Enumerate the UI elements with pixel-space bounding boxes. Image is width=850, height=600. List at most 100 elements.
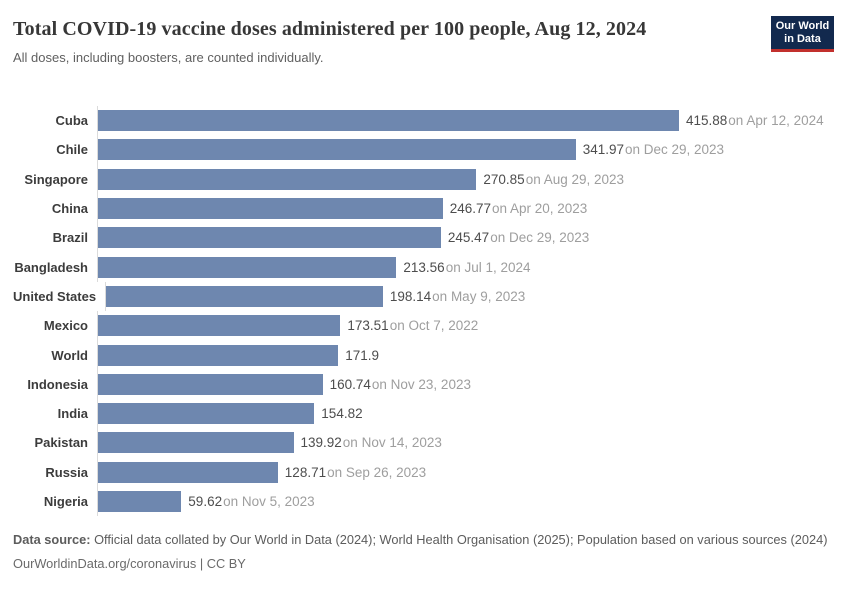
category-label: China — [51, 201, 88, 217]
date-label: on Apr 12, 2024 — [728, 113, 824, 129]
data-source-text: Official data collated by Our World in D… — [90, 532, 828, 547]
bar-value-label: 128.71on Sep 26, 2023 — [285, 465, 426, 480]
bar-track: 341.97on Dec 29, 2023 — [97, 135, 837, 165]
bar-track: 246.77on Apr 20, 2023 — [97, 193, 837, 224]
value-label: 139.92 — [300, 435, 342, 451]
bar-track: 198.14on May 9, 2023 — [105, 281, 837, 312]
bar-track: 245.47on Dec 29, 2023 — [97, 223, 837, 253]
value-label: 160.74 — [329, 376, 371, 392]
bar[interactable] — [98, 344, 339, 366]
category-label: Nigeria — [43, 494, 88, 509]
owid-logo[interactable]: Our World in Data — [771, 16, 834, 52]
bar[interactable] — [106, 285, 383, 307]
chart-row: Mexico 173.51on Oct 7, 2022 — [13, 311, 837, 341]
chart-row: Singapore 270.85on Aug 29, 2023 — [13, 164, 837, 194]
bar-value-label: 171.9 — [345, 348, 379, 363]
chart-footer: Data source: Official data collated by O… — [13, 530, 837, 573]
bar-chart: Cuba 415.88on Apr 12, 2024 Chile 341.97on D… — [13, 106, 837, 517]
data-source-line: Data source: Official data collated by O… — [13, 530, 837, 549]
bar-track: 173.51on Oct 7, 2022 — [97, 311, 837, 341]
bar[interactable] — [98, 315, 341, 337]
bar[interactable] — [98, 491, 182, 512]
chart-rows: Cuba 415.88on Apr 12, 2024 Chile 341.97on D… — [13, 106, 837, 517]
category-label: Russia — [45, 464, 88, 480]
bar[interactable] — [98, 373, 323, 395]
category-label: Bangladesh — [14, 259, 88, 275]
bar-track: 171.9 — [97, 340, 837, 370]
bar-value-label: 245.47on Dec 29, 2023 — [448, 230, 589, 245]
value-label: 171.9 — [345, 347, 379, 363]
chart-row: Indonesia 160.74on Nov 23, 2023 — [13, 369, 837, 399]
category-label: World — [51, 347, 88, 363]
category-label: Indonesia — [27, 376, 88, 392]
category-label: Cuba — [55, 113, 89, 129]
chart-row: India 154.82 — [13, 398, 837, 429]
date-label: on Sep 26, 2023 — [327, 464, 427, 480]
owid-logo-line2: in Data — [784, 33, 821, 45]
date-label: on May 9, 2023 — [432, 288, 526, 304]
chart-row: Brazil 245.47on Dec 29, 2023 — [13, 223, 837, 253]
chart-row: China 246.77on Apr 20, 2023 — [13, 193, 837, 224]
date-label: on Dec 29, 2023 — [624, 142, 725, 158]
bar-track: 213.56on Jul 1, 2024 — [97, 252, 837, 282]
bar-track: 160.74on Nov 23, 2023 — [97, 369, 837, 399]
date-label: on Nov 23, 2023 — [371, 376, 471, 392]
value-label: 59.62 — [188, 494, 223, 509]
bar-track: 139.92on Nov 14, 2023 — [97, 428, 837, 458]
bar[interactable] — [98, 168, 477, 190]
value-label: 173.51 — [347, 318, 389, 334]
category-label: United States — [13, 288, 97, 304]
bar[interactable] — [98, 461, 278, 483]
bar[interactable] — [98, 198, 443, 220]
category-label: Mexico — [43, 318, 88, 334]
value-label: 198.14 — [389, 288, 432, 304]
footer-separator: | — [196, 556, 207, 572]
chart-row: Russia 128.71on Sep 26, 2023 — [13, 457, 837, 487]
date-label: on Aug 29, 2023 — [525, 171, 625, 187]
chart-row: Chile 341.97on Dec 29, 2023 — [13, 135, 837, 165]
value-label: 213.56 — [403, 259, 445, 275]
value-label: 341.97 — [582, 142, 624, 158]
value-label: 154.82 — [321, 406, 363, 422]
owid-logo-line1: Our World — [775, 20, 830, 32]
bar-value-label: 270.85on Aug 29, 2023 — [483, 172, 624, 187]
date-label: on Oct 7, 2022 — [389, 318, 479, 334]
bar[interactable] — [98, 110, 679, 132]
bar-value-label: 139.92on Nov 14, 2023 — [301, 435, 442, 450]
date-label: on Jul 1, 2024 — [445, 259, 531, 275]
chart-row: United States 198.14on May 9, 2023 — [13, 281, 837, 312]
bar-value-label: 415.88on Apr 12, 2024 — [686, 113, 824, 128]
owid-coronavirus-link[interactable]: OurWorldinData.org/coronavirus — [13, 556, 197, 572]
bar[interactable] — [98, 256, 397, 278]
bar-value-label: 246.77on Apr 20, 2023 — [450, 201, 588, 216]
chart-row: Pakistan 139.92on Nov 14, 2023 — [13, 428, 837, 458]
bar-value-label: 160.74on Nov 23, 2023 — [330, 377, 471, 392]
bar[interactable] — [98, 432, 294, 454]
footer-attribution: OurWorldinData.org/coronavirus | CC BY — [13, 554, 837, 573]
date-label: on Nov 5, 2023 — [223, 494, 315, 509]
category-label: India — [57, 406, 88, 422]
bar[interactable] — [98, 139, 576, 161]
value-label: 246.77 — [449, 201, 491, 217]
bar-track: 154.82 — [97, 398, 837, 429]
bar[interactable] — [98, 403, 315, 425]
chart-title: Total COVID-19 vaccine doses administere… — [13, 18, 647, 40]
category-label: Brazil — [52, 230, 88, 246]
chart-row: Cuba 415.88on Apr 12, 2024 — [13, 106, 837, 136]
bar-track: 59.62on Nov 5, 2023 — [97, 486, 837, 517]
date-label: on Dec 29, 2023 — [490, 230, 590, 246]
bar-track: 415.88on Apr 12, 2024 — [97, 106, 837, 136]
category-label: Pakistan — [34, 435, 88, 451]
value-label: 245.47 — [447, 230, 490, 246]
bar-value-label: 154.82 — [321, 406, 362, 421]
bar[interactable] — [98, 227, 441, 249]
bar-track: 270.85on Aug 29, 2023 — [97, 164, 837, 194]
bar-value-label: 198.14on May 9, 2023 — [390, 289, 525, 304]
chart-row: Bangladesh 213.56on Jul 1, 2024 — [13, 252, 837, 282]
bar-value-label: 341.97on Dec 29, 2023 — [583, 142, 724, 157]
bar-value-label: 173.51on Oct 7, 2022 — [347, 318, 478, 333]
date-label: on Apr 20, 2023 — [491, 201, 588, 217]
bar-value-label: 59.62on Nov 5, 2023 — [188, 494, 314, 509]
date-label: on Nov 14, 2023 — [342, 435, 442, 451]
